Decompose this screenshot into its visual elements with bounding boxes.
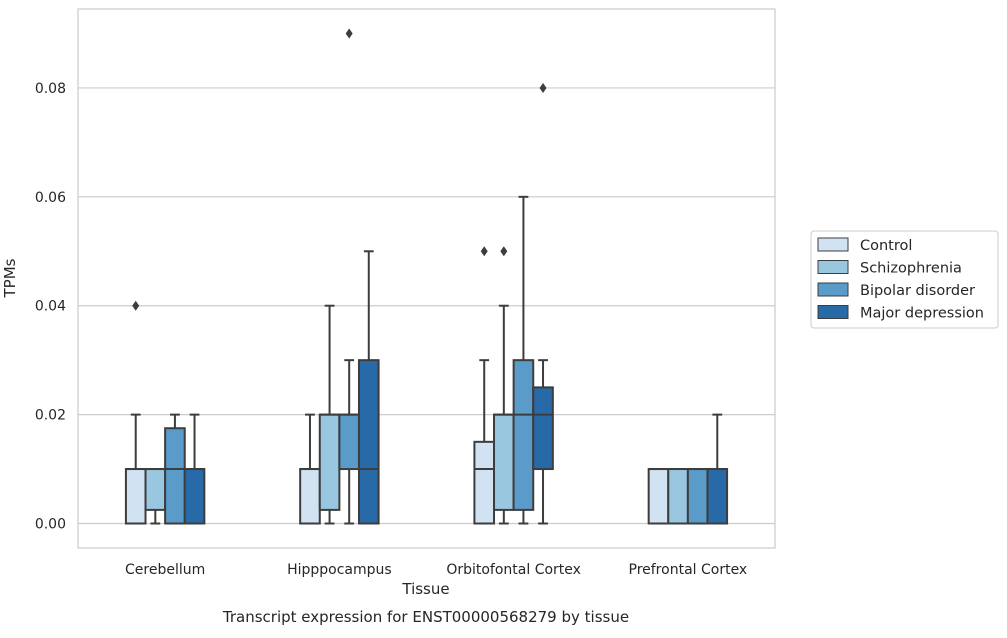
box-element: [183, 413, 206, 525]
x-tick-label: Hipppocampus: [287, 562, 392, 578]
box-groups: [124, 28, 729, 525]
legend-swatch: [817, 282, 849, 297]
y-tick-label: 0.00: [35, 517, 66, 533]
legend-frame: [810, 230, 999, 329]
box-iqr: [357, 359, 380, 525]
y-tick-label: 0.02: [35, 408, 66, 424]
box-iqr: [493, 413, 515, 511]
box-iqr: [473, 440, 496, 525]
box-iqr: [338, 413, 360, 471]
x-tick-label: Cerebellum: [125, 562, 205, 578]
outlier-marker: [480, 246, 488, 257]
y-tick-label: 0.04: [35, 299, 66, 315]
box-element: [686, 468, 709, 525]
box-iqr: [124, 468, 147, 525]
y-tick-label: 0.08: [35, 81, 66, 97]
outlier-marker: [539, 82, 547, 93]
box-iqr: [706, 468, 729, 525]
legend-swatch: [817, 260, 849, 274]
box-iqr: [647, 468, 670, 525]
box-iqr: [512, 359, 535, 511]
plot-frame: [77, 8, 776, 549]
outlier-marker: [345, 28, 353, 39]
box-element: [164, 413, 186, 525]
x-tick-label: Prefrontal Cortex: [629, 562, 748, 578]
box-iqr: [299, 468, 321, 525]
box-iqr: [183, 468, 206, 525]
x-tick-label: Orbitofontal Cortex: [446, 562, 581, 578]
box-element: [706, 413, 729, 525]
y-axis-label: TPMs: [1, 258, 19, 298]
legend-label: Schizophrenia: [860, 261, 962, 277]
box-element: [532, 82, 554, 525]
box-iqr: [686, 468, 709, 525]
y-tick-label: 0.06: [35, 190, 66, 206]
y-tick-labels: 0.00 0.02 0.04 0.06 0.08: [35, 81, 66, 533]
legend-swatch: [817, 237, 849, 252]
legend: Control Schizophrenia Bipolar disorder Majo…: [810, 230, 999, 329]
legend-label: Control: [860, 238, 912, 254]
box-iqr: [164, 427, 186, 525]
box-element: [647, 468, 670, 525]
box-element: [318, 304, 341, 525]
box-iqr: [318, 413, 341, 511]
x-tick-labels: Cerebellum Hipppocampus Orbitofontal Corte…: [125, 562, 747, 578]
legend-label: Bipolar disorder: [860, 283, 975, 299]
chart-title: Transcript expression for ENST0000056827…: [222, 608, 629, 626]
box-element: [667, 468, 689, 525]
box-iqr: [532, 386, 554, 471]
legend-swatch: [817, 305, 849, 319]
box-element: [338, 28, 360, 525]
box-element: [512, 195, 535, 525]
outlier-marker: [500, 246, 508, 257]
x-axis-label: Tissue: [401, 580, 449, 598]
box-iqr: [667, 468, 689, 525]
box-element: [357, 250, 380, 525]
legend-label: Major depression: [860, 306, 984, 322]
outlier-marker: [132, 300, 140, 311]
box-iqr: [144, 468, 167, 511]
